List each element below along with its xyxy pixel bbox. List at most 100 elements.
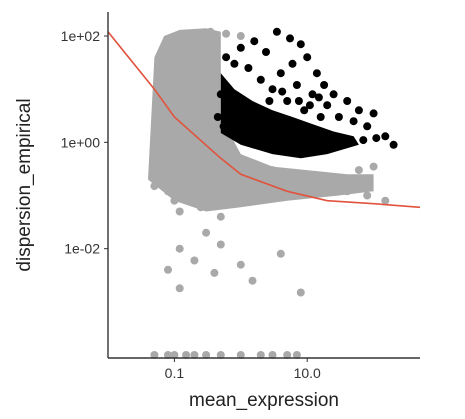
unselected-point-17 (217, 213, 225, 221)
unselected-point-7 (164, 48, 172, 56)
selected-point-11 (283, 97, 291, 105)
unselected-point-60 (309, 178, 317, 186)
selected-point-47 (348, 138, 356, 146)
plot-area (108, 28, 420, 359)
selected-point-53 (306, 101, 314, 109)
unselected-point-0 (156, 166, 164, 174)
unselected-point-46 (197, 30, 205, 38)
selected-point-45 (331, 134, 339, 142)
unselected-point-42 (173, 60, 181, 68)
unselected-point-64 (381, 197, 389, 205)
selected-point-43 (311, 129, 319, 137)
selected-point-0 (217, 90, 225, 98)
unselected-point-2 (150, 160, 158, 168)
selected-point-29 (370, 109, 378, 117)
selected-point-22 (323, 101, 331, 109)
unselected-point-45 (187, 32, 195, 40)
selected-point-52 (295, 97, 303, 105)
y-tick-label-1: 1e+00 (61, 134, 101, 150)
selected-point-3 (237, 44, 245, 52)
unselected-point-28 (355, 166, 363, 174)
selected-point-1 (222, 53, 230, 61)
unselected-point-9 (150, 182, 158, 190)
selected-point-2 (230, 60, 238, 68)
selected-point-8 (269, 85, 277, 93)
selected-point-10 (277, 69, 285, 77)
x-tick-label-1: 10.0 (294, 365, 321, 381)
selected-point-30 (381, 132, 389, 140)
unselected-point-57 (242, 166, 250, 174)
unselected-point-33 (164, 266, 172, 274)
selected-point-5 (250, 37, 258, 45)
unselected-point-22 (257, 187, 265, 195)
selected-point-34 (227, 101, 235, 109)
y-axis-ticks: 1e+02 1e+00 1e-02 (61, 28, 108, 257)
y-tick-label-0: 1e+02 (61, 28, 101, 44)
selected-point-19 (313, 69, 321, 77)
selected-point-12 (286, 34, 294, 42)
unselected-point-50 (170, 76, 178, 84)
unselected-point-63 (363, 192, 371, 200)
unselected-point-47 (207, 28, 215, 36)
unselected-point-34 (190, 257, 198, 265)
unselected-point-14 (197, 203, 205, 211)
unselected-point-31 (202, 229, 210, 237)
selected-point-36 (240, 122, 248, 130)
selected-point-13 (289, 60, 297, 68)
selected-point-38 (260, 113, 268, 121)
selected-point-48 (359, 136, 367, 144)
unselected-point-1 (164, 187, 172, 195)
unselected-point-51 (180, 90, 188, 98)
selected-point-28 (363, 122, 371, 130)
selected-point-7 (262, 48, 270, 56)
selected-point-20 (317, 113, 325, 121)
unselected-point-20 (237, 197, 245, 205)
unselected-point-8 (167, 176, 175, 184)
unselected-point-25 (297, 176, 305, 184)
unselected-point-30 (176, 245, 184, 253)
x-axis-ticks: 0.1 10.0 (165, 358, 321, 381)
unselected-point-16 (210, 192, 218, 200)
selected-point-54 (315, 93, 323, 101)
unselected-point-62 (343, 187, 351, 195)
unselected-point-18 (222, 182, 230, 190)
unselected-point-59 (289, 176, 297, 184)
unselected-point-13 (190, 187, 198, 195)
unselected-point-10 (170, 197, 178, 205)
unselected-point-53 (193, 122, 201, 130)
selected-point-49 (372, 134, 380, 142)
selected-point-4 (244, 64, 252, 72)
unselected-point-4 (167, 117, 175, 125)
unselected-point-35 (237, 261, 245, 269)
selected-point-42 (302, 128, 310, 136)
selected-point-23 (330, 90, 338, 98)
unselected-point-15 (202, 176, 210, 184)
selected-point-24 (335, 113, 343, 121)
unselected-point-58 (263, 170, 271, 178)
unselected-point-29 (370, 163, 378, 171)
selected-point-31 (390, 141, 398, 149)
selected-point-44 (320, 132, 328, 140)
selected-point-15 (297, 40, 305, 48)
unselected-point-36 (277, 250, 285, 258)
x-axis-title: mean_expression (189, 390, 339, 411)
unselected-point-61 (323, 173, 331, 181)
selected-point-27 (355, 106, 363, 114)
y-axis-title: dispersion_empirical (14, 98, 35, 271)
selected-point-39 (270, 117, 278, 125)
selected-point-25 (343, 97, 351, 105)
unselected-point-27 (335, 176, 343, 184)
x-tick-label-0: 0.1 (165, 365, 185, 381)
selected-point-6 (257, 76, 265, 84)
selected-point-33 (220, 122, 228, 130)
selected-point-21 (320, 81, 328, 89)
selected-point-35 (234, 113, 242, 121)
selected-point-46 (339, 136, 347, 144)
unselected-point-11 (176, 208, 184, 216)
unselected-point-12 (182, 166, 190, 174)
selected-point-50 (265, 97, 273, 105)
selected-point-37 (249, 106, 257, 114)
unselected-point-40 (176, 284, 184, 292)
unselected-point-43 (178, 44, 186, 52)
